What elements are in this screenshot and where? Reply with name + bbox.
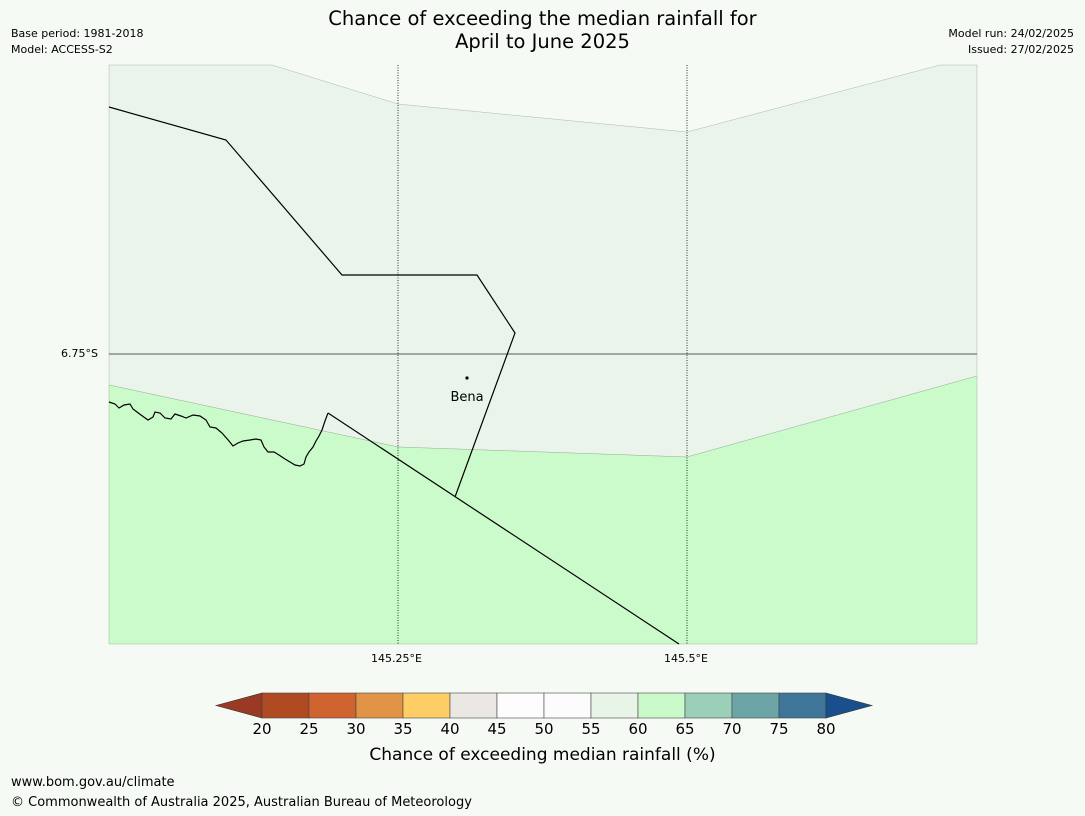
issued-text: Issued: 27/02/2025 xyxy=(967,43,1074,56)
coastline xyxy=(108,401,329,467)
colorbar-swatch-55-60 xyxy=(590,692,639,719)
colorbar-swatch-70-75 xyxy=(731,692,780,719)
colorbar-tick-60: 60 xyxy=(628,720,648,738)
meta-right: Model run: 24/02/2025 Issued: 27/02/2025 xyxy=(948,26,1074,58)
colorbar-tick-45: 45 xyxy=(487,720,507,738)
colorbar-tick-75: 75 xyxy=(769,720,789,738)
colorbar-swatch-65-70 xyxy=(684,692,733,719)
colorbar-tick-20: 20 xyxy=(252,720,272,738)
footer-url: www.bom.gov.au/climate xyxy=(11,775,175,790)
colorbar-swatch-45-50 xyxy=(496,692,545,719)
colorbar-swatch-30-35 xyxy=(355,692,404,719)
colorbar-swatch-50-55 xyxy=(543,692,592,719)
rainfall-band-55-60 xyxy=(108,64,978,458)
bena-label: Bena xyxy=(450,390,483,405)
colorbar-swatch-35-40 xyxy=(402,692,451,719)
rainfall-band-60-65 xyxy=(108,375,978,645)
model-text: Model: ACCESS-S2 xyxy=(11,43,113,56)
lat-label: 6.75°S xyxy=(61,347,98,360)
colorbar-extend-low xyxy=(214,692,263,719)
title-line-1: Chance of exceeding the median rainfall … xyxy=(328,7,757,30)
colorbar-tick-55: 55 xyxy=(581,720,601,738)
colorbar-tick-70: 70 xyxy=(722,720,742,738)
province-border xyxy=(108,106,516,498)
colorbar-tick-65: 65 xyxy=(675,720,695,738)
title-line-2: April to June 2025 xyxy=(455,30,630,53)
bena-marker xyxy=(465,376,469,380)
colorbar-extend-high xyxy=(825,692,874,719)
map-title: Chance of exceeding the median rainfall … xyxy=(0,7,1085,53)
colorbar-swatch-40-45 xyxy=(449,692,498,719)
footer-copyright: © Commonwealth of Australia 2025, Austra… xyxy=(11,795,472,810)
meta-left: Base period: 1981-2018 Model: ACCESS-S2 xyxy=(11,26,143,58)
colorbar-swatch-20-25 xyxy=(261,692,310,719)
colorbar-swatch-75-80 xyxy=(778,692,827,719)
colorbar-tick-40: 40 xyxy=(440,720,460,738)
colorbar-tick-35: 35 xyxy=(393,720,413,738)
lon-label-145-5: 145.5°E xyxy=(664,652,708,665)
colorbar-tick-80: 80 xyxy=(816,720,836,738)
colorbar-tick-25: 25 xyxy=(299,720,319,738)
colorbar-title: Chance of exceeding median rainfall (%) xyxy=(369,745,716,765)
colorbar-tick-50: 50 xyxy=(534,720,554,738)
base-period-text: Base period: 1981-2018 xyxy=(11,27,144,40)
map-canvas: Bena xyxy=(108,64,978,645)
lon-label-145-25: 145.25°E xyxy=(371,652,422,665)
colorbar xyxy=(214,692,874,719)
colorbar-swatch-60-65 xyxy=(637,692,686,719)
model-run-text: Model run: 24/02/2025 xyxy=(948,27,1074,40)
colorbar-tick-30: 30 xyxy=(346,720,366,738)
colorbar-swatch-25-30 xyxy=(308,692,357,719)
province-border-south xyxy=(327,412,680,645)
